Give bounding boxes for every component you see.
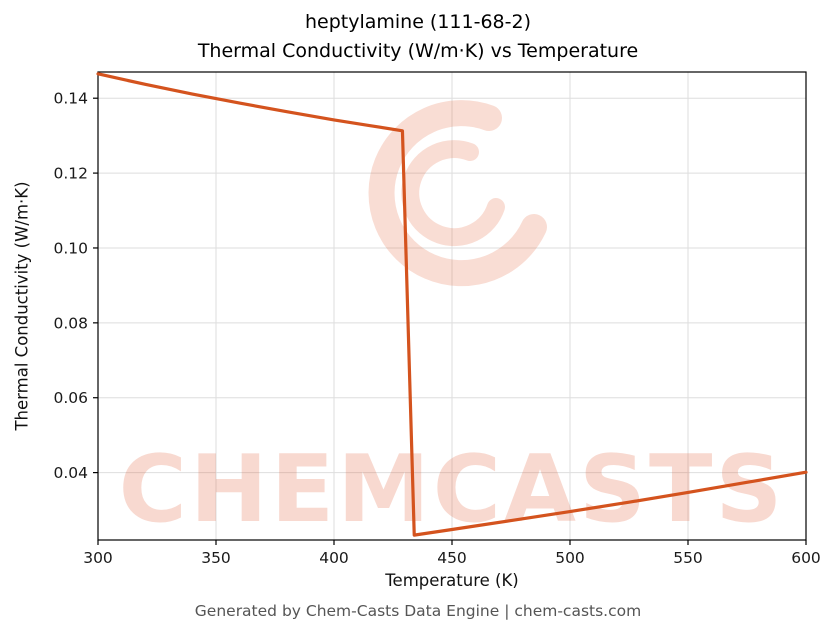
ticks: 300 350 400 450 500 550 600 0.04 0.06 0.08 0.10 0.1…: [53, 90, 820, 567]
watermark-logo-outer-swirl: [368, 100, 547, 287]
y-tick-label: 0.04: [53, 464, 88, 482]
watermark-logo-inner-swirl: [401, 140, 505, 247]
chart-title-line2: Thermal Conductivity (W/m·K) vs Temperat…: [197, 39, 639, 62]
chart-title: heptylamine (111-68-2) Thermal Conductiv…: [0, 8, 836, 65]
chart-title-line1: heptylamine (111-68-2): [304, 11, 532, 33]
x-tick-label: 500: [555, 549, 585, 567]
y-axis-label: Thermal Conductivity (W/m·K): [12, 181, 32, 431]
x-tick-label: 300: [83, 549, 113, 567]
y-tick-label: 0.12: [53, 165, 88, 183]
x-tick-label: 450: [437, 549, 467, 567]
y-tick-label: 0.14: [53, 90, 88, 108]
x-axis-label: Temperature (K): [385, 571, 519, 590]
x-tick-label: 550: [673, 549, 703, 567]
grid: [97, 72, 807, 540]
x-tick-label: 400: [319, 549, 349, 567]
footer-attribution: Generated by Chem-Casts Data Engine | ch…: [194, 602, 642, 620]
watermark-logo: [368, 100, 547, 287]
y-tick-label: 0.10: [53, 239, 88, 257]
data-line: [96, 72, 808, 537]
watermark-text: CHEMCASTS: [119, 435, 786, 543]
y-tick-label: 0.06: [53, 389, 88, 407]
x-tick-label: 350: [201, 549, 231, 567]
x-tick-label: 600: [791, 549, 821, 567]
y-tick-label: 0.08: [53, 314, 88, 332]
